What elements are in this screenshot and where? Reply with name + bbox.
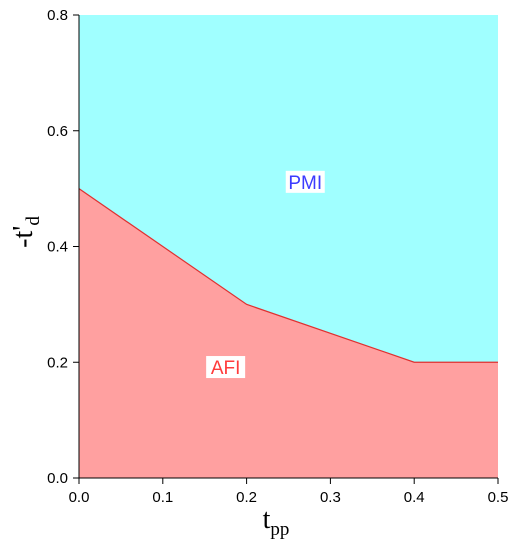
region-label-background xyxy=(285,170,325,193)
y-axis-title: -t'd xyxy=(8,216,44,248)
region-label-afi: AFI xyxy=(211,358,241,379)
plot-area xyxy=(78,15,498,478)
region-label-background xyxy=(206,356,246,379)
x-tick-label: 0.5 xyxy=(488,489,509,506)
y-tick-label: 0.4 xyxy=(47,239,68,256)
region-label-pmi: PMI xyxy=(288,173,322,194)
y-tick-label: 0.6 xyxy=(47,123,68,140)
phase-boundary-line xyxy=(78,188,498,363)
x-tick-label: 0.3 xyxy=(320,489,341,506)
x-tick-label: 0.1 xyxy=(152,489,173,506)
x-ticks: 0.0 0.1 0.2 0.3 0.4 0.5 xyxy=(69,478,509,506)
x-tick-label: 0.0 xyxy=(69,489,90,506)
y-tick-label: 0.8 xyxy=(47,7,68,24)
y-ticks: 0.0 0.2 0.4 0.6 0.8 xyxy=(47,7,79,487)
svg-text:-t'd: -t'd xyxy=(8,216,44,248)
region-labels: AFI PMI xyxy=(206,170,325,379)
y-tick-label: 0.2 xyxy=(47,354,68,371)
x-tick-label: 0.4 xyxy=(404,489,425,506)
y-tick-label: 0.0 xyxy=(47,470,68,487)
x-axis-title: tpp xyxy=(263,504,290,540)
x-tick-label: 0.2 xyxy=(236,489,257,506)
